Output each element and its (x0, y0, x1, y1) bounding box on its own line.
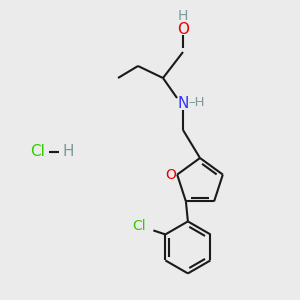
Text: N: N (177, 95, 189, 110)
Text: H: H (62, 145, 74, 160)
Text: O: O (166, 168, 177, 182)
Text: Cl: Cl (133, 219, 146, 233)
Text: –H: –H (189, 95, 205, 109)
Text: Cl: Cl (31, 145, 45, 160)
Text: H: H (178, 9, 188, 23)
Text: O: O (177, 22, 189, 38)
